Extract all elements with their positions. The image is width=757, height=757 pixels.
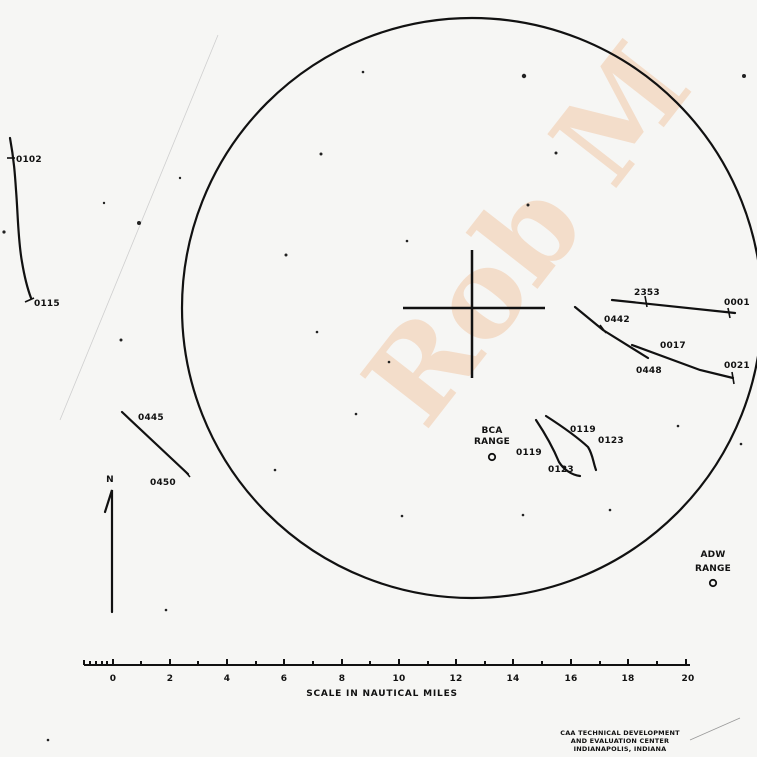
track-left-middle <box>120 410 190 476</box>
label-0450: 0450 <box>150 478 176 488</box>
label-0021: 0021 <box>724 361 750 371</box>
track-0119-0123-a <box>544 414 598 472</box>
adw-range-marker <box>708 578 718 588</box>
label-0017: 0017 <box>660 341 686 351</box>
scale-bar <box>83 659 690 666</box>
scale-tick-2: 2 <box>167 674 173 684</box>
watermark-text: Rob M <box>337 18 718 450</box>
label-0123-a: 0123 <box>598 436 624 446</box>
scale-tick-18: 18 <box>622 674 635 684</box>
credit-line-2: AND EVALUATION CENTER <box>571 737 670 745</box>
label-0119-b: 0119 <box>516 448 542 458</box>
adw-range-label: RANGE <box>695 564 731 574</box>
credit-line-3: INDIANAPOLIS, INDIANA <box>574 745 667 753</box>
label-0448: 0448 <box>636 366 662 376</box>
label-0445: 0445 <box>138 413 164 423</box>
label-0001: 0001 <box>724 298 750 308</box>
bca-range-label: RANGE <box>474 437 510 447</box>
scale-tick-4: 4 <box>224 674 230 684</box>
scale-title: SCALE IN NAUTICAL MILES <box>306 689 458 699</box>
bca-range-marker <box>487 452 497 462</box>
scan-scratch-line <box>59 34 219 421</box>
scale-tick-12: 12 <box>450 674 463 684</box>
label-0119-a: 0119 <box>570 425 596 435</box>
track-0119-0123-b <box>534 418 582 478</box>
north-label: N <box>106 475 114 485</box>
scale-tick-10: 10 <box>393 674 406 684</box>
crosshair <box>403 250 545 378</box>
label-0123-b: 0123 <box>548 465 574 475</box>
bca-range-name: BCA <box>481 426 502 436</box>
scan-scratch-line-2 <box>689 717 741 741</box>
adw-range-name: ADW <box>701 550 726 560</box>
track-2353-0001 <box>610 298 737 315</box>
scale-tick-14: 14 <box>507 674 520 684</box>
track-0017-0021 <box>630 343 735 380</box>
scale-tick-0: 0 <box>110 674 116 684</box>
scan-specks <box>2 70 746 742</box>
scale-tick-20: 20 <box>682 674 695 684</box>
north-arrow <box>103 489 114 614</box>
scale-tick-16: 16 <box>565 674 578 684</box>
credit-line-1: CAA TECHNICAL DEVELOPMENT <box>560 729 680 737</box>
label-0115: 0115 <box>34 299 60 309</box>
label-2353: 2353 <box>634 288 660 298</box>
label-0442: 0442 <box>604 315 630 325</box>
scale-tick-8: 8 <box>339 674 345 684</box>
label-0102: 0102 <box>16 155 42 165</box>
track-left-top <box>8 136 33 300</box>
range-circle <box>180 16 757 600</box>
scale-tick-6: 6 <box>281 674 287 684</box>
